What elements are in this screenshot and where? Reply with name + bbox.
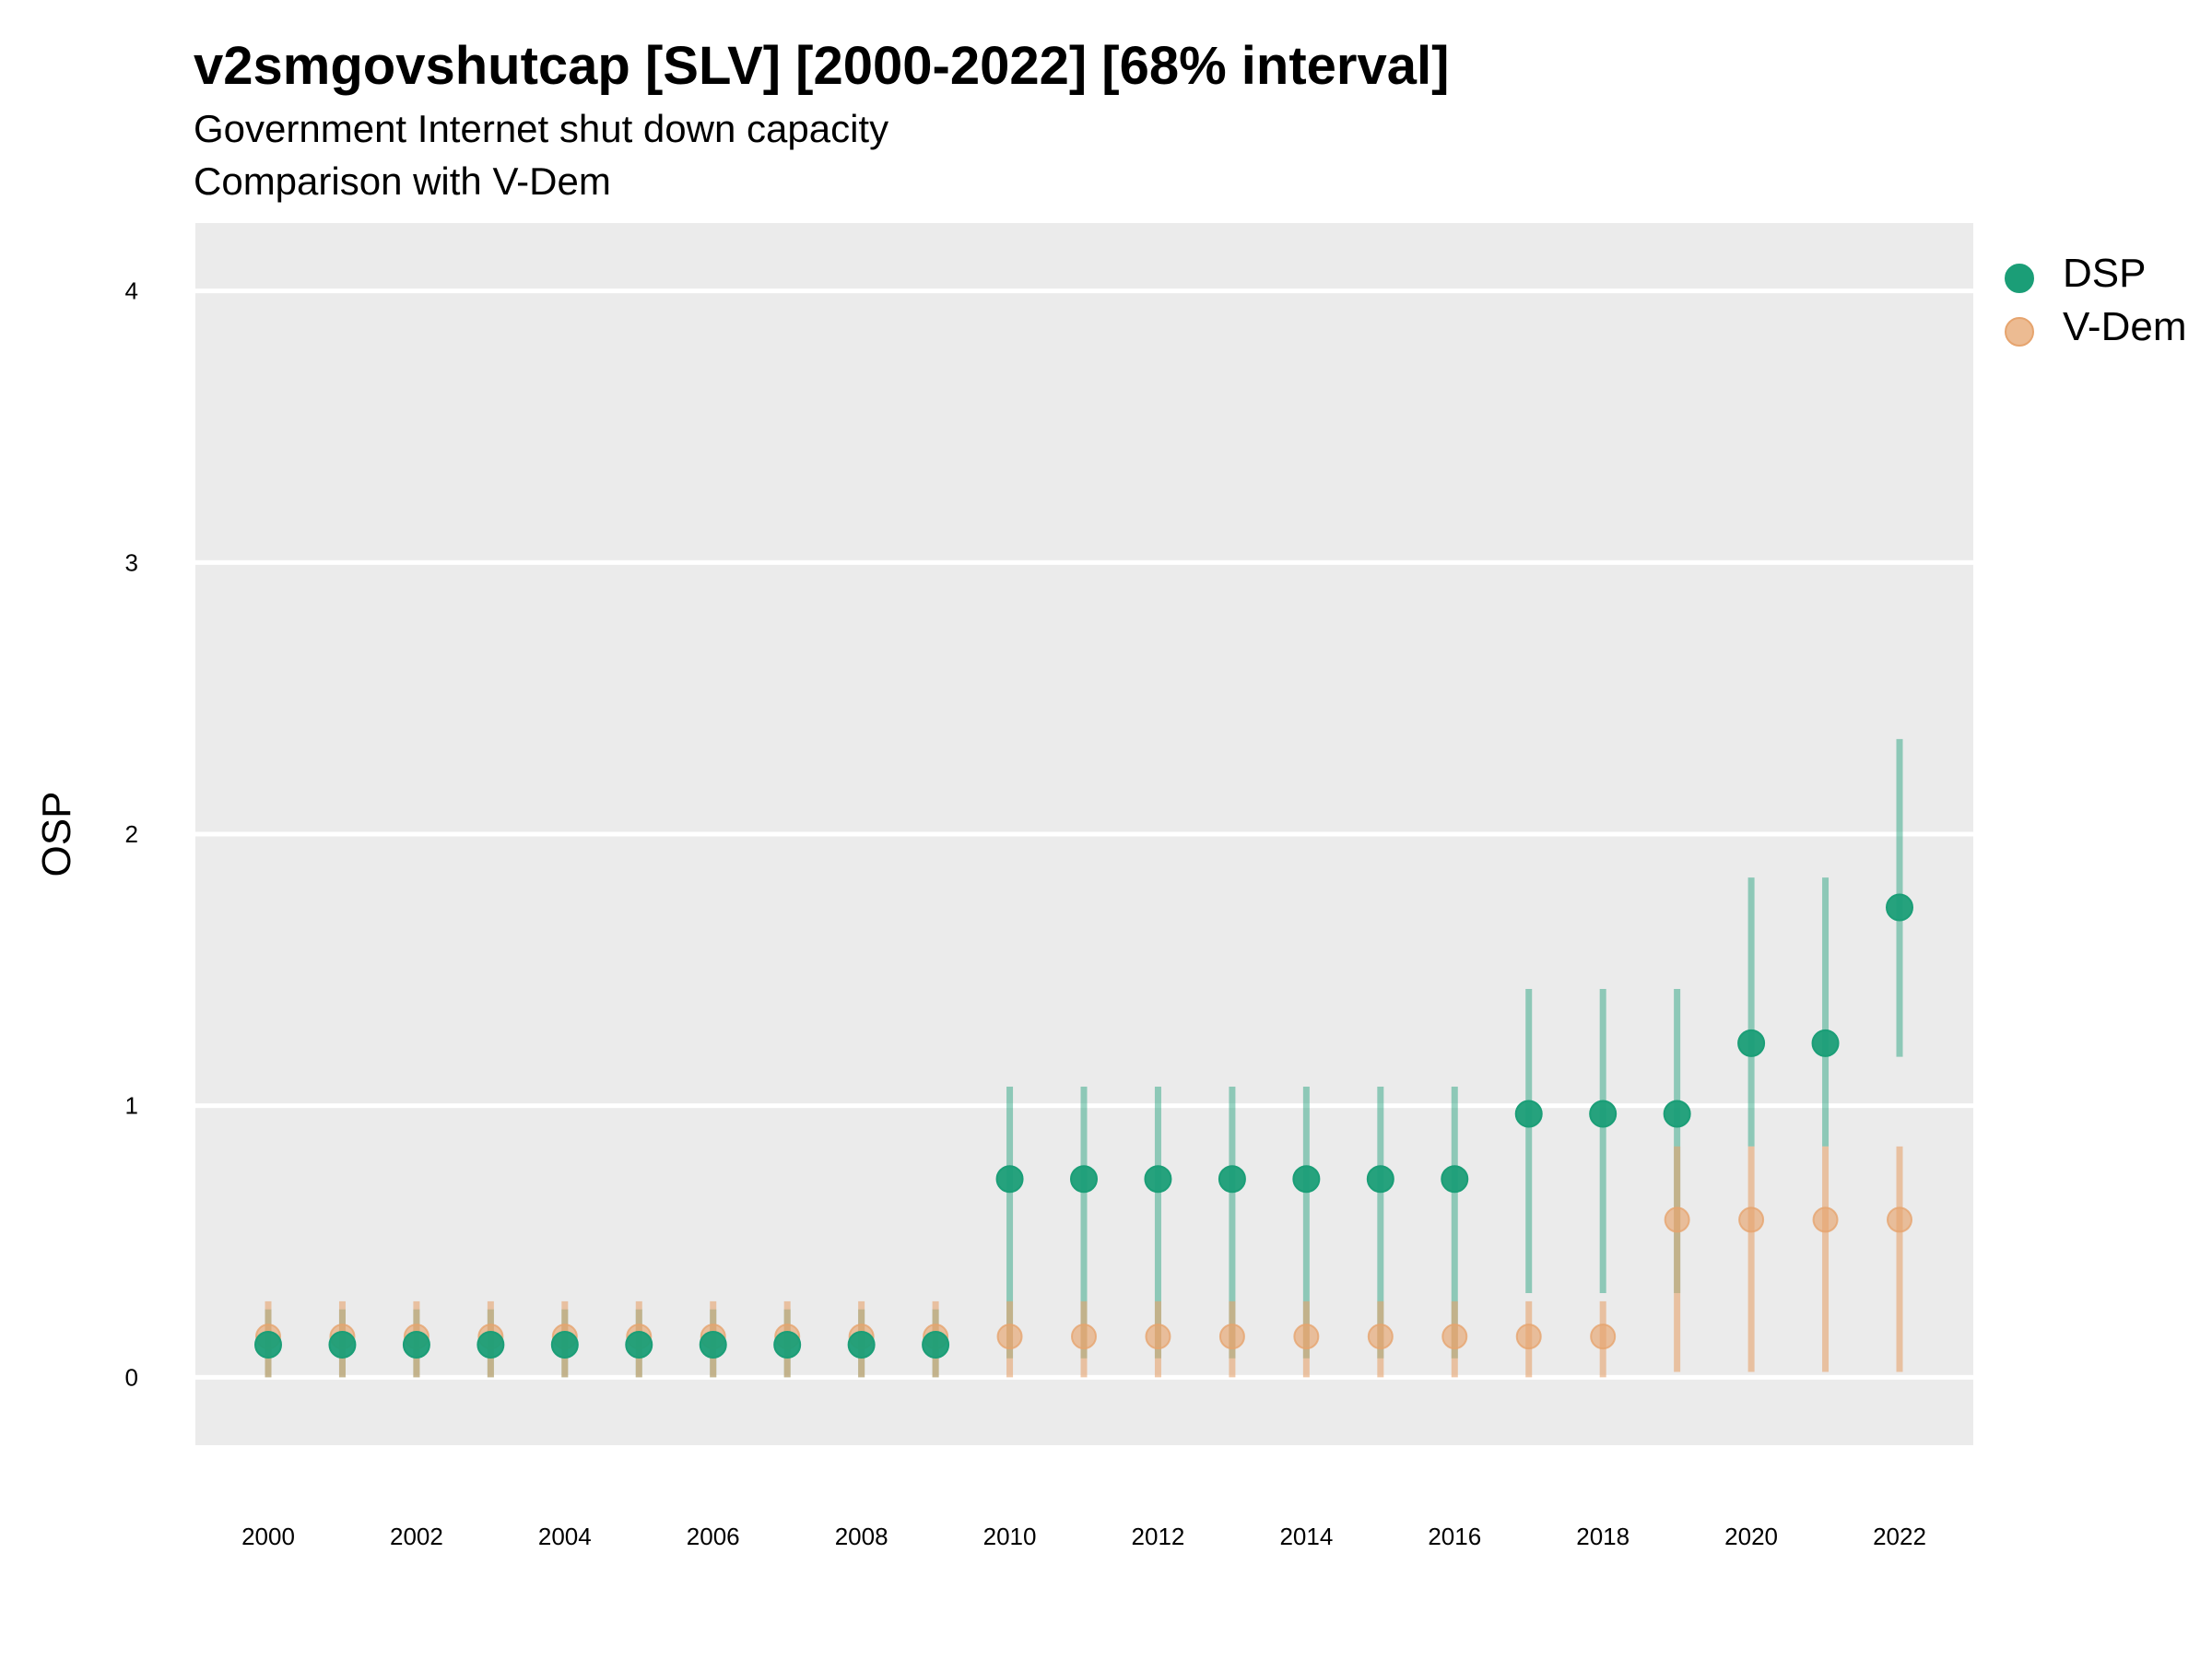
- x-tick-label: 2008: [835, 1523, 888, 1550]
- point-vdem: [1367, 1324, 1394, 1350]
- legend-key-dsp: [2005, 264, 2034, 293]
- point-dsp: [477, 1330, 505, 1359]
- x-tick-label: 2022: [1873, 1523, 1926, 1550]
- point-dsp: [254, 1330, 282, 1359]
- point-dsp: [699, 1330, 727, 1359]
- point-vdem: [1071, 1324, 1097, 1350]
- point-vdem: [1293, 1324, 1320, 1350]
- point-dsp: [1886, 893, 1913, 922]
- point-dsp: [1663, 1100, 1691, 1128]
- x-tick-label: 2004: [538, 1523, 592, 1550]
- chart-subtitle-line-2: Comparison with V-Dem: [194, 159, 611, 203]
- chart-subtitle-line-1: Government Internet shut down capacity: [194, 107, 889, 150]
- point-vdem: [1664, 1206, 1690, 1233]
- point-vdem: [1441, 1324, 1468, 1350]
- point-dsp: [625, 1330, 653, 1359]
- x-tick-label: 2000: [241, 1523, 295, 1550]
- y-tick-label: 2: [125, 820, 138, 848]
- y-tick-label: 4: [125, 277, 138, 305]
- point-dsp: [402, 1330, 430, 1359]
- y-tick-label: 1: [125, 1092, 138, 1120]
- point-dsp: [550, 1330, 579, 1359]
- point-dsp: [1589, 1100, 1618, 1128]
- x-tick-label: 2002: [390, 1523, 443, 1550]
- point-vdem: [1738, 1206, 1765, 1233]
- legend-key-vdem: [2005, 317, 2034, 347]
- point-dsp: [1292, 1165, 1321, 1194]
- chart-title: v2smgovshutcap [SLV] [2000-2022] [68% in…: [194, 36, 1450, 96]
- x-tick-label: 2010: [983, 1523, 1037, 1550]
- point-vdem: [1515, 1324, 1542, 1350]
- point-dsp: [1811, 1029, 1840, 1057]
- point-vdem: [1590, 1324, 1617, 1350]
- point-dsp: [1366, 1165, 1394, 1194]
- point-dsp: [328, 1330, 357, 1359]
- point-vdem: [996, 1324, 1023, 1350]
- point-dsp: [847, 1330, 876, 1359]
- point-dsp: [922, 1330, 950, 1359]
- legend-label-dsp: DSP: [2063, 251, 2147, 296]
- point-dsp: [1144, 1165, 1172, 1194]
- x-tick-label: 2012: [1132, 1523, 1185, 1550]
- point-vdem: [1145, 1324, 1171, 1350]
- point-dsp: [773, 1330, 802, 1359]
- point-vdem: [1812, 1206, 1839, 1233]
- legend-label-vdem: V-Dem: [2063, 304, 2187, 349]
- point-dsp: [995, 1165, 1024, 1194]
- y-tick-label: 0: [125, 1363, 138, 1391]
- point-dsp: [1514, 1100, 1543, 1128]
- point-vdem: [1218, 1324, 1245, 1350]
- point-dsp: [1070, 1165, 1098, 1194]
- x-tick-label: 2018: [1576, 1523, 1630, 1550]
- point-dsp: [1737, 1029, 1766, 1057]
- y-tick-label: 3: [125, 548, 138, 576]
- x-tick-label: 2020: [1724, 1523, 1778, 1550]
- x-tick-label: 2014: [1279, 1523, 1333, 1550]
- x-tick-label: 2006: [687, 1523, 740, 1550]
- x-tick-label: 2016: [1428, 1523, 1481, 1550]
- point-dsp: [1441, 1165, 1469, 1194]
- point-dsp: [1218, 1165, 1246, 1194]
- point-vdem: [1887, 1206, 1912, 1233]
